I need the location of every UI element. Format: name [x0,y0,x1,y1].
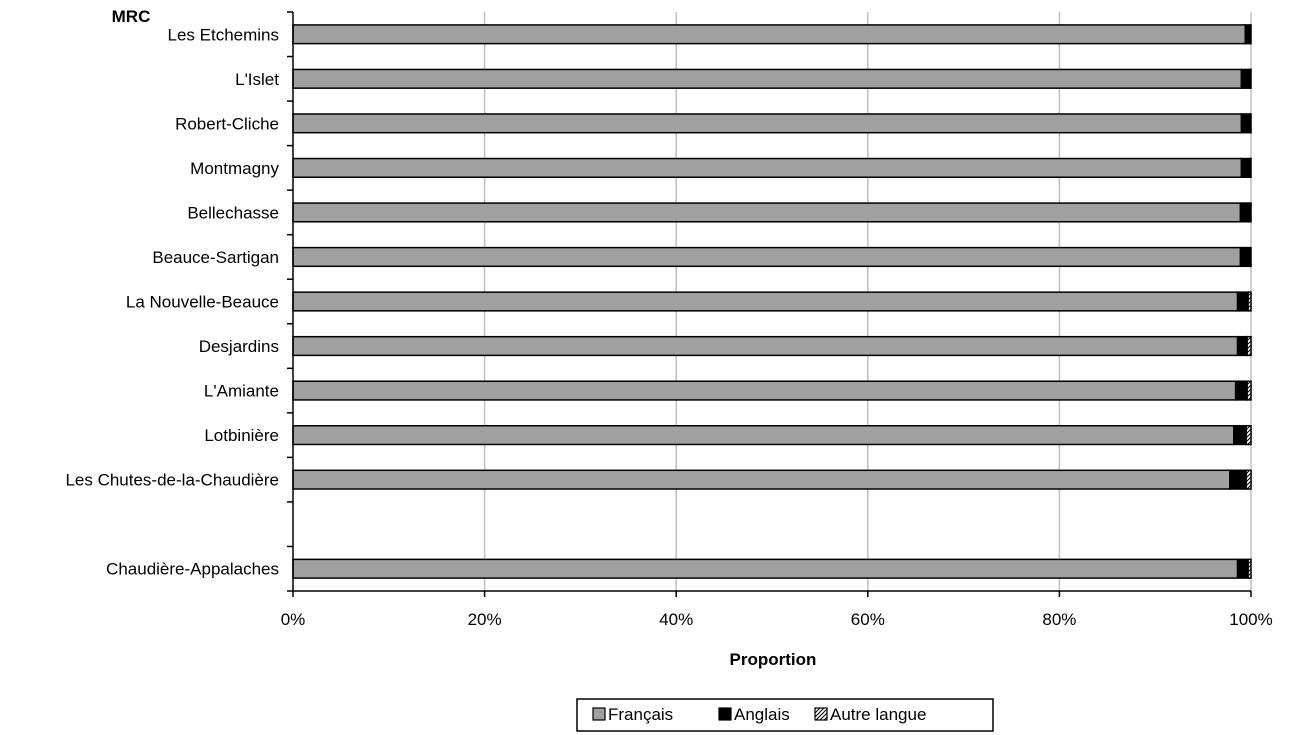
legend-frame [576,698,994,732]
bar-segment-autre-langue [1249,113,1252,134]
bar-segment-fran-ais [292,425,1235,446]
bar-segment-anglais [1240,68,1251,89]
bar-segment-autre-langue [1249,157,1252,178]
x-tick-label: 100% [1229,610,1272,629]
legend-swatch [718,707,732,721]
bar-segment-fran-ais [292,558,1239,579]
x-axis-title: Proportion [730,650,817,669]
bar-segment-autre-langue [1249,68,1252,89]
bar-segment-autre-langue [1245,425,1252,446]
bar-segment-autre-langue [1247,291,1252,312]
bar-segment-autre-langue [1249,246,1252,268]
bar-segment-fran-ais [292,380,1237,401]
bar-segment-autre-langue [1246,335,1252,357]
x-tick-label: 80% [1042,610,1076,629]
category-label: L'Amiante [204,382,279,401]
bar-segment-fran-ais [292,202,1242,223]
bar-segment-fran-ais [292,291,1239,312]
category-label: Lotbinière [204,426,279,445]
x-tick-label: 20% [468,610,502,629]
legend-swatch [592,707,606,721]
bar-segment-anglais [1236,291,1249,312]
x-tick-label: 40% [659,610,693,629]
bar-segment-anglais [1234,380,1248,401]
category-label: Beauce-Sartigan [152,248,279,267]
x-tick-label: 0% [281,610,306,629]
y-axis-title: MRC [112,7,151,26]
bar-segment-autre-langue [1247,558,1252,579]
category-label: Bellechasse [187,203,279,222]
bar-segment-anglais [1239,202,1251,223]
ticks: 0% 20% 40% 60% 80% 100% [281,11,1273,629]
bar-segment-anglais [1236,335,1248,357]
category-labels: Les Etchemins L'Islet Robert-Cliche Montmag… [65,25,279,578]
bar-segment-anglais [1240,113,1251,134]
axes [292,12,1251,592]
category-label: Montmagny [190,159,279,178]
legend-label: Anglais [734,705,790,724]
legend-swatch [814,707,828,721]
bar-segment-anglais [1229,469,1247,490]
bar-segment-fran-ais [292,157,1243,178]
bar-segment-fran-ais [292,469,1231,490]
bar-segment-autre-langue [1246,380,1252,401]
category-label: L'Islet [235,70,279,89]
category-label: Desjardins [199,337,279,356]
bar-segment-autre-langue [1249,24,1252,45]
legend-label: Autre langue [830,705,926,724]
bar-segment-anglais [1239,246,1251,268]
legend-label: Français [608,705,673,724]
bar-segment-autre-langue [1245,469,1252,490]
category-label: Robert-Cliche [175,114,279,133]
bar-segment-fran-ais [292,24,1247,45]
bar-segment-fran-ais [292,246,1242,268]
bar-segment-fran-ais [292,113,1243,134]
x-tick-label: 60% [851,610,885,629]
category-label: Les Chutes-de-la-Chaudière [65,471,279,490]
legend: Français Anglais Autre langue [576,698,994,732]
category-label: Chaudière-Appalaches [106,560,279,579]
category-label: Les Etchemins [168,25,280,44]
bar-segment-anglais [1240,157,1251,178]
bar-segment-anglais [1236,558,1249,579]
bar-segment-fran-ais [292,335,1239,357]
bar-segment-fran-ais [292,68,1243,89]
bar-segment-autre-langue [1249,202,1252,223]
bar-segment-anglais [1233,425,1247,446]
category-label: La Nouvelle-Beauce [126,293,279,312]
bars [292,24,1252,579]
